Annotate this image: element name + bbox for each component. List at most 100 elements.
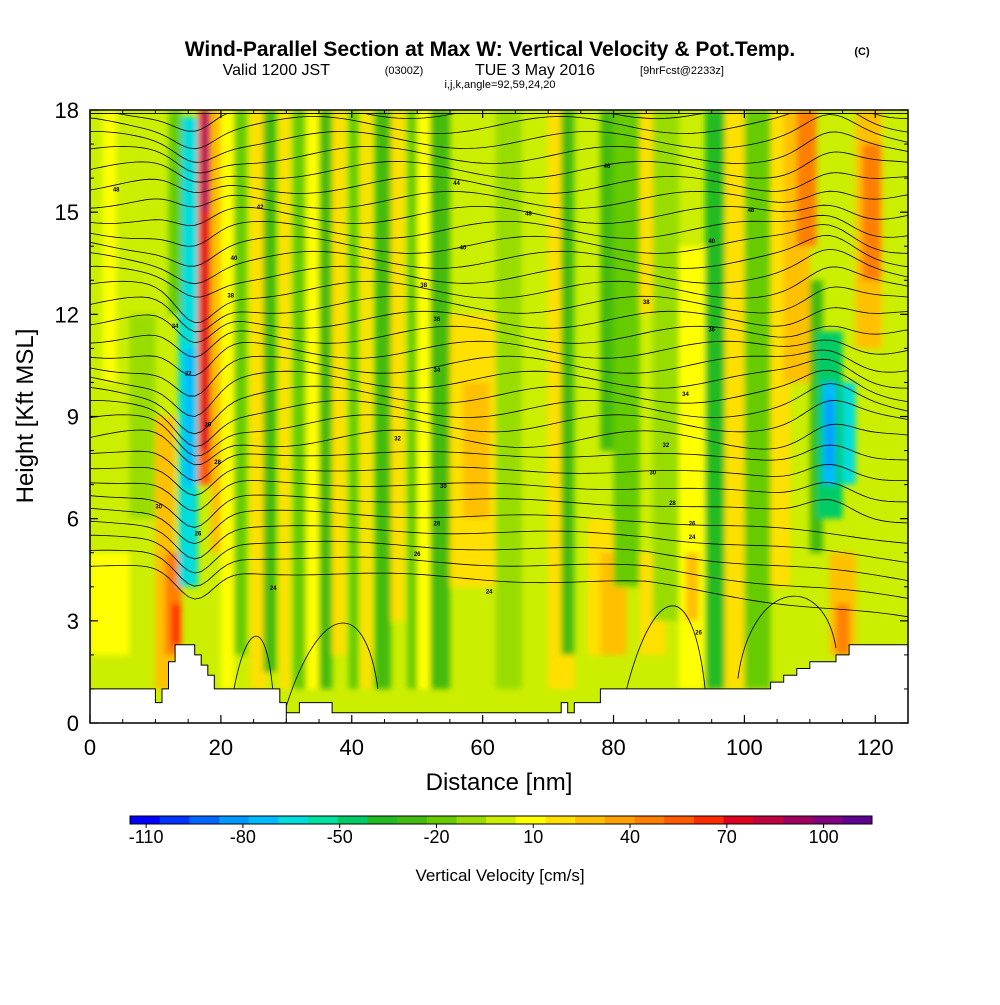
colorbar <box>129 815 873 825</box>
contour-label: 46 <box>604 164 611 170</box>
isotherm-line <box>90 286 908 333</box>
colorbar-segment <box>664 816 695 824</box>
isotherm-line <box>90 151 908 183</box>
contour-label: 24 <box>270 586 277 592</box>
contour-label: 32 <box>663 443 670 449</box>
velocity-cell <box>171 603 181 645</box>
contour-label: 48 <box>525 212 532 218</box>
isotherm-line <box>90 214 908 247</box>
isotherm-line <box>90 565 908 618</box>
subtitle-grid-info: i,j,k,angle=92,59,24,20 <box>444 79 555 91</box>
velocity-cell <box>613 110 640 587</box>
isotherm-line <box>90 534 908 581</box>
isotherm-line <box>90 480 908 512</box>
colorbar-segment <box>337 816 368 824</box>
contour-label: 34 <box>433 368 440 374</box>
velocity-cell <box>881 110 908 621</box>
chart-title: Wind-Parallel Section at Max W: Vertical… <box>185 38 796 61</box>
x-tick-label: 80 <box>601 735 625 760</box>
velocity-cell <box>826 399 833 468</box>
velocity-cell <box>600 110 614 451</box>
velocity-cell <box>250 110 267 689</box>
y-tick-label: 12 <box>55 302 79 327</box>
colorbar-segment <box>515 816 547 824</box>
contour-label: 28 <box>669 501 676 507</box>
contour-label: 26 <box>689 521 696 527</box>
contour-label: 24 <box>486 590 493 596</box>
isotherm-line <box>90 172 908 194</box>
colorbar-segment <box>782 816 814 824</box>
isotherm-line <box>90 520 908 563</box>
velocity-cell <box>348 110 359 689</box>
contour-label: 30 <box>440 484 447 490</box>
contour-label: 36 <box>708 327 715 333</box>
colorbar-tick-label: -110 <box>129 827 164 847</box>
contour-label: 32 <box>394 436 401 442</box>
colorbar-segment <box>130 816 161 824</box>
x-tick-label: 120 <box>857 735 894 760</box>
velocity-cell <box>417 110 431 689</box>
velocity-cell <box>836 603 850 655</box>
contour-label: 36 <box>433 317 440 323</box>
isotherm-line <box>90 248 908 298</box>
contour-label: 38 <box>643 300 650 306</box>
isotherm-line <box>90 325 908 358</box>
velocity-cell <box>724 110 745 689</box>
subtitle-zulu: (0300Z) <box>385 65 424 77</box>
x-axis-label: Distance [nm] <box>426 769 573 796</box>
velocity-cell <box>430 110 450 689</box>
colorbar-tick-label: -50 <box>327 827 353 847</box>
contour-label: 42 <box>257 205 264 211</box>
x-tick-label: 60 <box>470 735 494 760</box>
colorbar-segment <box>278 816 309 824</box>
isotherm-line <box>90 358 908 417</box>
isotherm-line <box>90 369 908 435</box>
velocity-cell <box>279 110 290 689</box>
contour-label: 24 <box>689 535 696 541</box>
contour-label: 34 <box>172 324 179 330</box>
isotherm-line <box>90 113 908 150</box>
colorbar-segment <box>219 816 250 824</box>
contour-label: 40 <box>460 246 467 252</box>
y-tick-label: 15 <box>55 200 79 225</box>
contour-label: 34 <box>682 392 689 398</box>
colorbar-segment <box>634 816 665 824</box>
subtitle-date: TUE 3 May 2016 <box>475 62 595 79</box>
isotherm-line <box>90 349 908 397</box>
isotherm-line <box>90 463 908 496</box>
isotherm-line <box>90 131 908 174</box>
y-tick-label: 18 <box>55 98 79 123</box>
colorbar-tick-label: 70 <box>717 827 737 847</box>
velocity-cell <box>305 110 320 689</box>
velocity-cell <box>407 110 418 689</box>
plot-area: 44 48 48 48 46 42 40 40 40 38 38 38 36 36 34 34 34 32 32 32… <box>90 110 908 723</box>
isotherm-line <box>626 605 706 690</box>
contour-label: 40 <box>708 239 715 245</box>
isotherm-line <box>90 266 908 324</box>
isotherm-line <box>90 423 908 466</box>
contour-label: 30 <box>155 504 162 510</box>
colorbar-segment <box>723 816 754 824</box>
velocity-cell <box>685 552 699 621</box>
contour-label: 26 <box>695 630 702 636</box>
contour-label: 30 <box>649 470 656 476</box>
isotherm-line <box>90 507 908 545</box>
colorbar-segment <box>248 816 279 824</box>
isotherm-line <box>90 235 908 285</box>
x-axis: 0 20 40 60 80 100 120 <box>84 110 894 760</box>
colorbar-tick-label: -20 <box>423 827 449 847</box>
x-tick-label: 20 <box>209 735 233 760</box>
contour-label: 44 <box>453 181 460 187</box>
contour-label: 28 <box>214 460 221 466</box>
copyright-mark: (C) <box>854 46 870 58</box>
contour-labels: 44 48 48 48 46 42 40 40 40 38 38 38 36 36 34 34 34 32 32 32… <box>113 164 755 637</box>
contour-label: 32 <box>185 372 192 378</box>
velocity-cell <box>374 110 392 689</box>
velocity-cell <box>220 110 234 689</box>
colorbar-tick-label: 100 <box>809 827 839 847</box>
velocity-cell <box>463 382 490 519</box>
colorbar-segment <box>842 816 873 824</box>
colorbar-label: Vertical Velocity [cm/s] <box>415 866 584 885</box>
